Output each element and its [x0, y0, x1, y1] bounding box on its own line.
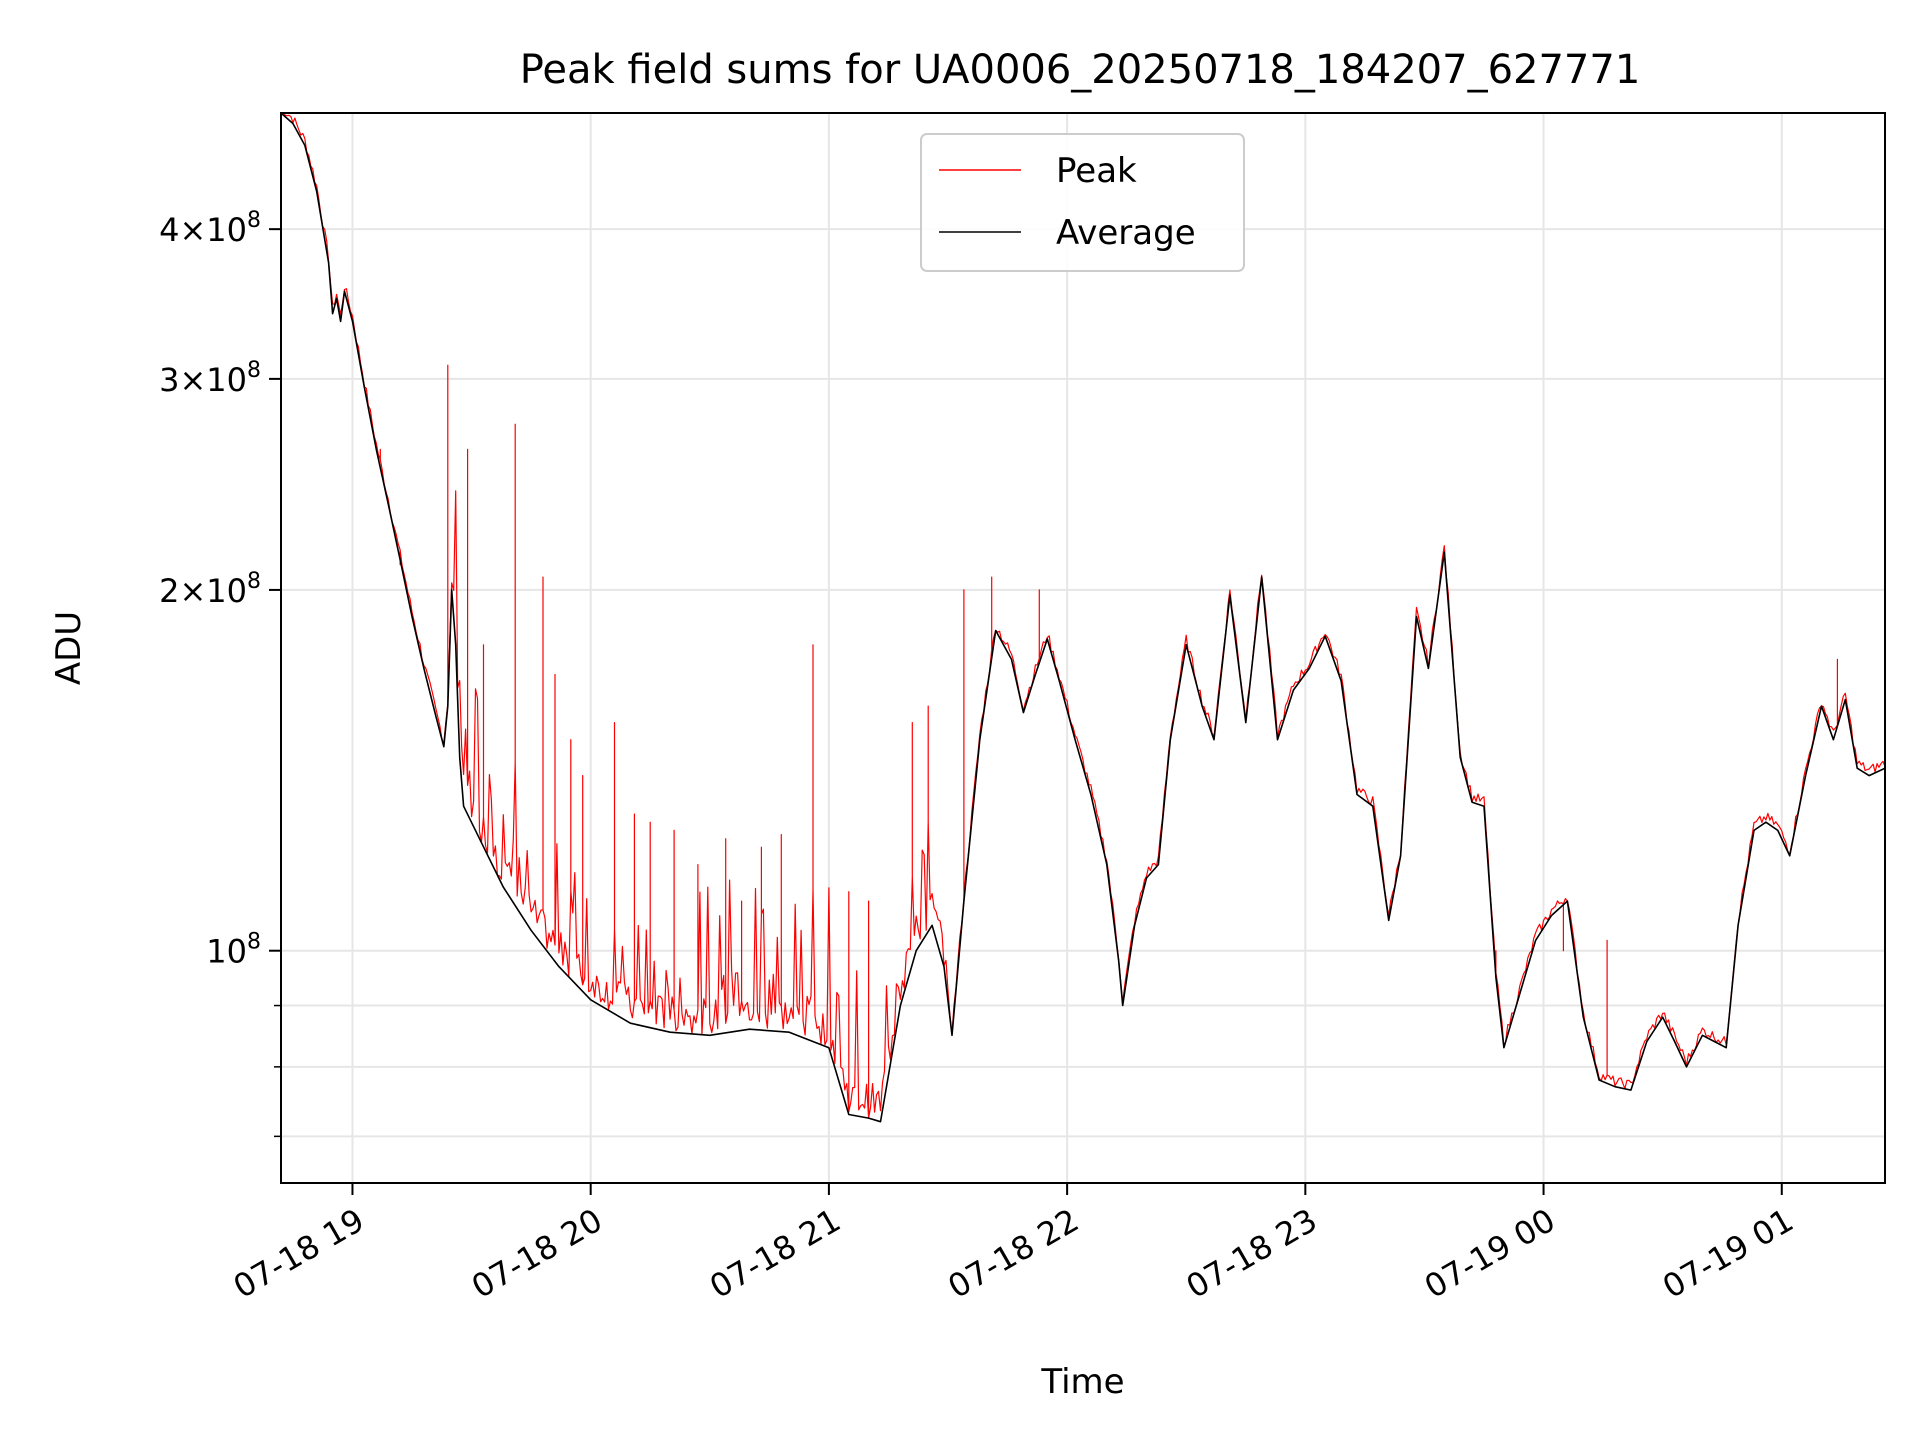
plot-frame [280, 112, 1886, 1184]
plot-series-area [281, 113, 1885, 1123]
legend-box [920, 133, 1245, 272]
legend: Peak Average [920, 133, 1245, 272]
y-tick-label: 108 [206, 930, 261, 971]
chart-title: Peak field sums for UA0006_20250718_1842… [520, 47, 1641, 93]
peak-series-line [283, 113, 1885, 1119]
y-tick-label: 2×108 [159, 569, 261, 610]
y-axis-label: ADU [49, 611, 89, 685]
average-series-line [281, 113, 1885, 1123]
y-axis: 108 2×108 3×108 4×108 [159, 208, 281, 1138]
legend-peak-label: Peak [1056, 151, 1137, 191]
legend-average-label: Average [1056, 213, 1196, 253]
y-tick-label: 3×108 [159, 358, 261, 399]
y-tick-label: 4×108 [159, 208, 261, 249]
x-axis-label: Time [1040, 1362, 1124, 1402]
